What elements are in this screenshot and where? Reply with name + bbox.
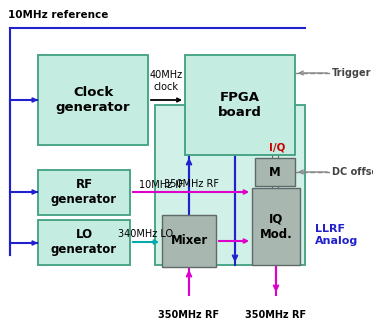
Text: Clock
generator: Clock generator	[56, 86, 130, 114]
Text: DC offset: DC offset	[332, 167, 373, 177]
Text: LO
generator: LO generator	[51, 229, 117, 256]
Bar	[252, 188, 300, 265]
Bar	[38, 55, 148, 145]
Text: Trigger: Trigger	[332, 68, 372, 78]
Bar	[155, 105, 305, 265]
Text: RF
generator: RF generator	[51, 178, 117, 206]
Text: I/Q: I/Q	[269, 142, 285, 152]
Text: 10MHz reference: 10MHz reference	[8, 10, 109, 20]
Bar	[255, 158, 295, 186]
Text: 350MHz RF
to amplifier: 350MHz RF to amplifier	[244, 310, 308, 321]
Text: 350MHz RF
from cavity: 350MHz RF from cavity	[158, 310, 220, 321]
Bar	[185, 55, 295, 155]
Text: IQ
Mod.: IQ Mod.	[260, 213, 292, 240]
Bar	[38, 220, 130, 265]
Text: M: M	[269, 166, 281, 178]
Text: FPGA
board: FPGA board	[218, 91, 262, 119]
Text: 10MHz IF: 10MHz IF	[139, 180, 184, 190]
Text: 40MHz
clock: 40MHz clock	[150, 70, 183, 92]
Text: Mixer: Mixer	[170, 235, 208, 247]
Text: LLRF
Analog: LLRF Analog	[315, 224, 358, 246]
Text: 340MHz LO: 340MHz LO	[119, 229, 173, 239]
Text: 350MHz RF: 350MHz RF	[163, 179, 219, 189]
Bar	[162, 215, 216, 267]
Bar	[38, 170, 130, 215]
